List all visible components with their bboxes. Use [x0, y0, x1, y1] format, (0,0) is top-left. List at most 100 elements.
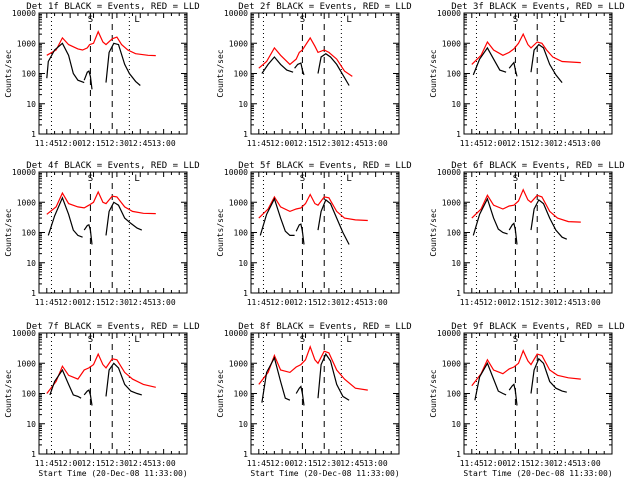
y-tick-label: 1 [243, 289, 248, 298]
series-events-line [508, 383, 518, 406]
series-events-line [105, 42, 141, 86]
y-tick-label: 1000 [442, 359, 461, 368]
y-tick-label: 10 [26, 100, 36, 109]
y-axis-label: Counts/sec [4, 369, 13, 417]
x-tick-label: 12:15 [506, 298, 530, 307]
x-tick-label: 11:45 [35, 139, 59, 148]
x-tick-label: 13:00 [364, 459, 388, 468]
y-tick-label: 10000 [437, 9, 461, 18]
y-axis-label: Counts/sec [429, 369, 438, 417]
x-tick-label: 13:00 [152, 139, 176, 148]
x-tick-label: 12:30 [317, 298, 341, 307]
y-tick-label: 10 [26, 420, 36, 429]
series-events-line [261, 356, 291, 403]
series-lld-line [471, 188, 581, 223]
series-lld-line [471, 32, 581, 65]
x-tick-label: 12:45 [553, 139, 577, 148]
x-tick-label: 12:30 [530, 459, 554, 468]
panel-title: Det 3f BLACK = Events, RED = LLD [451, 2, 624, 12]
panel-det-5: Det 5f BLACK = Events, RED = LLD 1 10 100 10… [216, 161, 412, 307]
marker-l: L [559, 174, 564, 184]
x-axis-label: Start Time (20-Dec-08 11:33:00) [38, 469, 187, 478]
marker-l: L [134, 15, 139, 25]
y-tick-label: 1000 [229, 198, 248, 207]
x-tick-label: 11:45 [247, 298, 271, 307]
y-tick-label: 10 [238, 100, 248, 109]
panel-title: Det 5f BLACK = Events, RED = LLD [238, 161, 411, 171]
x-tick-label: 12:15 [293, 139, 317, 148]
x-tick-label: 13:00 [152, 298, 176, 307]
series-events-line [474, 361, 507, 401]
x-tick-label: 12:45 [128, 298, 152, 307]
series-events-line [508, 222, 518, 245]
y-tick-label: 10000 [12, 9, 36, 18]
marker-s: S [513, 335, 518, 345]
x-tick-label: 12:00 [58, 298, 82, 307]
x-tick-label: 12:30 [317, 139, 341, 148]
y-axis-label: Counts/sec [216, 208, 225, 256]
marker-s: S [513, 15, 518, 25]
x-tick-label: 12:00 [270, 139, 294, 148]
series-events-line [46, 42, 85, 84]
marker-l: L [346, 174, 351, 184]
marker-s: S [300, 15, 305, 25]
series-events-line [472, 197, 508, 236]
x-tick-label: 11:45 [35, 459, 59, 468]
plot-frame [250, 171, 400, 294]
series-events-line [83, 389, 93, 406]
y-tick-label: 1 [31, 289, 36, 298]
panel-det-8: Det 8f BLACK = Events, RED = LLD 1 10 100 10… [216, 322, 412, 478]
series-lld-line [471, 349, 581, 387]
x-tick-label: 12:15 [81, 139, 105, 148]
y-tick-label: 100 [22, 229, 37, 238]
panel-title: Det 4f BLACK = Events, RED = LLD [26, 161, 199, 171]
series-events-line [83, 70, 93, 90]
x-tick-label: 13:00 [577, 139, 601, 148]
x-tick-label: 11:45 [460, 139, 484, 148]
y-tick-label: 1000 [17, 39, 36, 48]
y-tick-label: 100 [447, 229, 462, 238]
x-tick-label: 12:15 [293, 298, 317, 307]
x-tick-label: 11:45 [247, 459, 271, 468]
x-tick-label: 12:30 [317, 459, 341, 468]
marker-s: S [300, 335, 305, 345]
series-lld-line [46, 190, 156, 215]
x-tick-label: 12:45 [340, 298, 364, 307]
x-tick-label: 12:45 [340, 139, 364, 148]
panel-det-6: Det 6f BLACK = Events, RED = LLD 1 10 100 10… [429, 161, 625, 307]
x-tick-label: 11:45 [460, 298, 484, 307]
y-tick-label: 100 [22, 70, 37, 79]
series-events-line [259, 197, 295, 236]
plot-frame [38, 171, 188, 294]
panel-title: Det 6f BLACK = Events, RED = LLD [451, 161, 624, 171]
y-tick-label: 10 [451, 259, 461, 268]
y-tick-label: 100 [234, 390, 249, 399]
series-events-line [530, 198, 568, 240]
y-axis-label: Counts/sec [216, 369, 225, 417]
y-axis-label: Counts/sec [429, 49, 438, 97]
x-tick-label: 13:00 [577, 459, 601, 468]
y-axis-label: Counts/sec [4, 208, 13, 256]
y-tick-label: 10000 [437, 329, 461, 338]
x-tick-label: 12:00 [483, 298, 507, 307]
marker-l: L [134, 335, 139, 345]
x-tick-label: 13:00 [364, 298, 388, 307]
y-axis-label: Counts/sec [216, 49, 225, 97]
marker-s: S [88, 335, 93, 345]
x-tick-label: 13:00 [577, 298, 601, 307]
plot-frame [250, 12, 400, 135]
panel-det-7: Det 7f BLACK = Events, RED = LLD 1 10 100 10… [4, 322, 200, 478]
y-tick-label: 1 [456, 130, 461, 139]
y-tick-label: 1000 [17, 198, 36, 207]
x-tick-label: 13:00 [364, 139, 388, 148]
panel-title: Det 9f BLACK = Events, RED = LLD [451, 322, 624, 332]
y-tick-label: 10000 [224, 329, 248, 338]
plot-frame [463, 12, 613, 135]
series-events-line [49, 368, 82, 399]
x-tick-label: 12:30 [530, 298, 554, 307]
series-events-line [295, 223, 305, 245]
series-events-line [317, 198, 350, 245]
x-tick-label: 12:45 [340, 459, 364, 468]
plot-frame [38, 12, 188, 135]
